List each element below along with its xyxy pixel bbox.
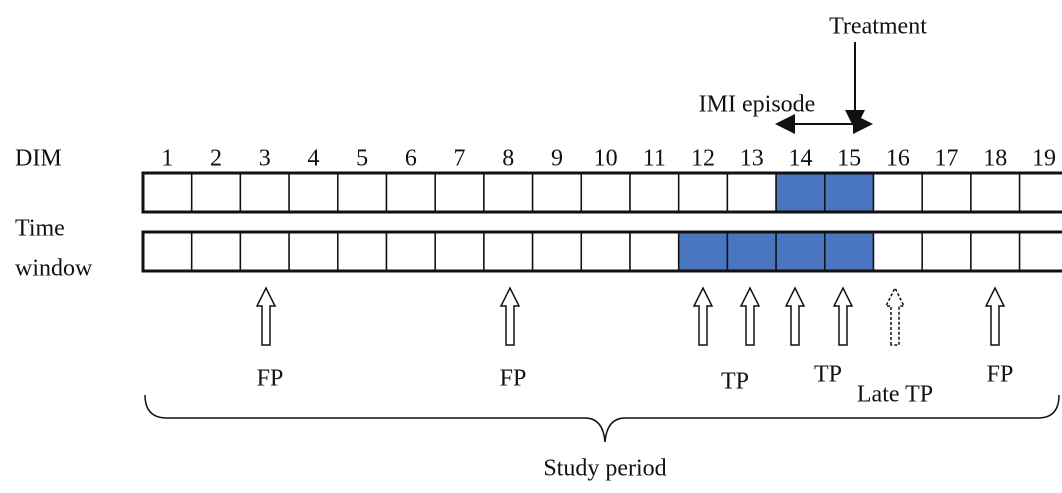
episode-label: IMI episode xyxy=(699,92,816,118)
window-row-border xyxy=(141,230,1062,273)
day-number: 3 xyxy=(259,146,271,172)
dim-cell xyxy=(677,172,729,213)
outcome-label: FP xyxy=(257,366,284,392)
dim-cell xyxy=(872,172,923,213)
dim-cell xyxy=(239,172,290,213)
outcome-label: TP xyxy=(814,362,842,388)
dim-cell xyxy=(190,172,242,213)
day-number: 7 xyxy=(454,146,466,172)
dim-cell xyxy=(970,172,1021,213)
day-number: 2 xyxy=(210,146,222,172)
day-number: 12 xyxy=(691,146,715,172)
detection-arrow xyxy=(884,286,906,346)
day-number: 1 xyxy=(161,146,173,172)
window-cell xyxy=(337,231,388,272)
dim-cell xyxy=(288,172,339,213)
dim-cell xyxy=(726,172,777,213)
window-cell xyxy=(921,231,972,272)
window-cell xyxy=(824,231,875,272)
day-number: 15 xyxy=(837,146,861,172)
window-cell xyxy=(531,231,583,272)
outcome-label: FP xyxy=(987,362,1014,388)
day-number: 17 xyxy=(935,146,959,172)
day-number: 5 xyxy=(356,146,368,172)
dim-cell xyxy=(531,172,583,213)
dim-cell xyxy=(775,172,826,213)
window-cell xyxy=(190,231,242,272)
window-cell xyxy=(580,231,631,272)
study-period-label: Study period xyxy=(543,456,666,482)
day-number: 14 xyxy=(788,146,812,172)
detection-arrow xyxy=(255,286,277,346)
detection-arrow xyxy=(739,286,761,346)
outcome-label: TP xyxy=(721,369,749,395)
day-number: 10 xyxy=(594,146,618,172)
dim-cell xyxy=(385,172,436,213)
treatment-label: Treatment xyxy=(829,14,927,40)
dim-cell xyxy=(921,172,972,213)
window-cell xyxy=(385,231,436,272)
window-cell xyxy=(142,231,193,272)
detection-arrow xyxy=(984,286,1006,346)
dim-label: DIM xyxy=(15,146,62,172)
dim-cell xyxy=(1018,172,1062,213)
study-brace xyxy=(144,394,1060,443)
detection-arrow xyxy=(832,286,854,346)
window-cell xyxy=(726,231,777,272)
dim-cell xyxy=(483,172,534,213)
window-cell xyxy=(629,231,680,272)
day-number: 11 xyxy=(643,146,666,172)
dim-cell xyxy=(824,172,875,213)
window-cell xyxy=(434,231,485,272)
dim-cell xyxy=(337,172,388,213)
detection-arrow xyxy=(692,286,714,346)
day-number: 8 xyxy=(502,146,514,172)
time-window-label: window xyxy=(15,256,93,282)
dim-row-border xyxy=(141,171,1062,214)
day-number: 18 xyxy=(983,146,1007,172)
window-cell xyxy=(775,231,826,272)
detection-arrow xyxy=(784,286,806,346)
day-number: 4 xyxy=(307,146,319,172)
day-number: 9 xyxy=(551,146,563,172)
dim-cell xyxy=(580,172,631,213)
window-cell xyxy=(483,231,534,272)
time-window-label: Time xyxy=(15,216,65,242)
window-cell xyxy=(239,231,290,272)
window-cell xyxy=(1018,231,1062,272)
window-cell xyxy=(872,231,923,272)
window-cell xyxy=(677,231,729,272)
day-number: 13 xyxy=(740,146,764,172)
dim-cell xyxy=(434,172,485,213)
dim-cell xyxy=(629,172,680,213)
day-number: 16 xyxy=(886,146,910,172)
outcome-label: Late TP xyxy=(857,382,933,408)
window-cell xyxy=(970,231,1021,272)
day-number: 6 xyxy=(405,146,417,172)
detection-arrow xyxy=(499,286,521,346)
window-cell xyxy=(288,231,339,272)
dim-cell xyxy=(142,172,193,213)
day-number: 19 xyxy=(1032,146,1056,172)
outcome-label: FP xyxy=(500,366,527,392)
